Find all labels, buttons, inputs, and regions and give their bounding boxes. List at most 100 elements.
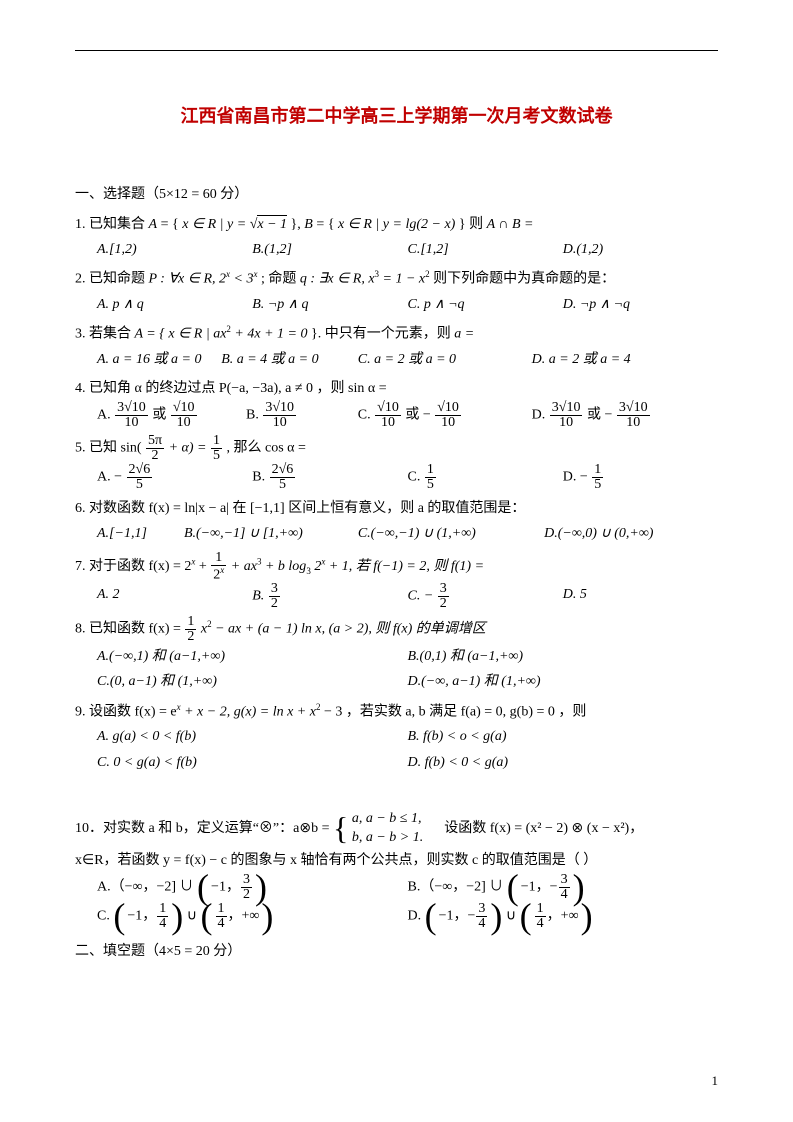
fraction: 34 xyxy=(559,873,570,902)
q10-stem-line1: 10．对实数 a 和 b，定义运算“⊗”：a⊗b = { a, a − b ≤ … xyxy=(75,809,718,848)
label: C. xyxy=(97,909,113,924)
question-10: 10．对实数 a 和 b，定义运算“⊗”：a⊗b = { a, a − b ≤ … xyxy=(75,809,718,931)
opt-a: A.[1,2) xyxy=(97,237,252,262)
sub: 3 xyxy=(306,565,311,575)
opt-a: A. p ∧ q xyxy=(97,292,252,317)
q7-options: A. 2 B. 32 C. − 32 D. 5 xyxy=(75,582,718,611)
page-number: 1 xyxy=(712,1069,719,1092)
num: 5π xyxy=(146,434,164,449)
q1-stem: 1. 已知集合 A = { x ∈ R | y = √x − 1 }, B = … xyxy=(75,212,718,237)
opt-d: D. ¬p ∧ ¬q xyxy=(563,292,718,317)
num: 1 xyxy=(157,902,168,917)
text: ; 命题 xyxy=(261,272,300,287)
num: 3 xyxy=(559,873,570,888)
radicand: x − 1 xyxy=(257,215,287,232)
text: −1，− xyxy=(521,880,558,895)
fraction: 32 xyxy=(269,582,280,611)
opt-d: D. a = 2 或 a = 4 xyxy=(532,347,718,372)
den: 2 xyxy=(438,597,449,611)
text: 2. 已知命题 xyxy=(75,272,149,287)
opt-b: B.(1,2] xyxy=(252,237,407,262)
den: 10 xyxy=(263,416,296,430)
text: }. 中只有一个元素，则 xyxy=(311,327,454,342)
expr: P : ∀x ∈ R, 2 xyxy=(149,272,227,287)
num: 1 xyxy=(425,463,436,478)
fraction: √1010 xyxy=(435,401,461,430)
opt-c: C. a = 2 或 a = 0 xyxy=(358,347,532,372)
fraction: 3√1010 xyxy=(115,401,148,430)
text: ，+∞ xyxy=(547,909,579,924)
opt-b: B. 32 xyxy=(252,582,407,611)
text: ，+∞ xyxy=(228,909,260,924)
label: A.（−∞，−2] ∪ xyxy=(97,880,197,895)
question-1: 1. 已知集合 A = { x ∈ R | y = √x − 1 }, B = … xyxy=(75,212,718,262)
sup: x xyxy=(253,269,257,279)
text: + ax xyxy=(231,559,257,574)
sup: x xyxy=(191,556,195,566)
opt-c: C.(0, a−1) 和 (1,+∞) xyxy=(97,669,408,694)
label: A. − xyxy=(97,470,126,485)
fraction: 5π2 xyxy=(146,434,164,463)
opt-c: C. p ∧ ¬q xyxy=(408,292,563,317)
cases: { a, a − b ≤ 1, b, a − b > 1. xyxy=(333,809,423,848)
text: − ax + (a − 1) ln x, (a > 2), 则 f(x) 的单调… xyxy=(215,622,486,637)
fraction: 12x xyxy=(211,551,226,583)
expr: B xyxy=(304,217,313,232)
expr: x ∈ R xyxy=(168,327,202,342)
opt-c: C. 0 < g(a) < f(b) xyxy=(97,750,408,775)
opt-a: A. a = 16 或 a = 0 xyxy=(97,347,221,372)
den: 4 xyxy=(535,917,546,931)
case-2: b, a − b > 1. xyxy=(352,828,423,848)
question-4: 4. 已知角 α 的终边过点 P(−a, −3a), a ≠ 0 ，则 sin … xyxy=(75,376,718,430)
expr: x ∈ R xyxy=(338,217,372,232)
text: } xyxy=(291,217,298,232)
num: 1 xyxy=(535,902,546,917)
question-9: 9. 设函数 f(x) = ex + x − 2, g(x) = ln x + … xyxy=(75,699,718,775)
num: √10 xyxy=(375,401,401,416)
num: 3 xyxy=(269,582,280,597)
header-rule xyxy=(75,50,718,51)
q8-options: A.(−∞,1) 和 (a−1,+∞) B.(0,1) 和 (a−1,+∞) C… xyxy=(75,644,718,694)
q2-options: A. p ∧ q B. ¬p ∧ q C. p ∧ ¬q D. ¬p ∧ ¬q xyxy=(75,292,718,317)
bar: | xyxy=(375,217,379,232)
opt-a: A. 3√1010 或 √1010 xyxy=(97,401,246,430)
fraction: √1010 xyxy=(375,401,401,430)
den: 10 xyxy=(550,416,583,430)
text: = { xyxy=(316,217,338,232)
num: 3√10 xyxy=(550,401,583,416)
opt-c: C.[1,2] xyxy=(408,237,563,262)
sup: 2 xyxy=(226,324,231,334)
expr: A ∩ B = xyxy=(487,217,534,232)
num: 3 xyxy=(241,873,252,888)
text: 5. 已知 sin( xyxy=(75,441,142,456)
text: − 3 ，若实数 a, b 满足 f(a) = 0, g(b) = 0 ，则 xyxy=(324,704,586,719)
text: −1， xyxy=(127,909,156,924)
den: 5 xyxy=(425,478,436,492)
q6-stem: 6. 对数函数 f(x) = ln|x − a| 在 [−1,1] 区间上恒有意… xyxy=(75,496,718,521)
label: C. − xyxy=(408,589,437,604)
den: 10 xyxy=(435,416,461,430)
den: 10 xyxy=(115,416,148,430)
opt-b: B. f(b) < o < g(a) xyxy=(408,724,719,749)
text: + α) = xyxy=(169,441,210,456)
text: + x − 2, g(x) = ln x + x xyxy=(184,704,316,719)
opt-d: D. 5 xyxy=(563,582,718,611)
fraction: 14 xyxy=(535,902,546,931)
q7-stem: 7. 对于函数 f(x) = 2x + 12x + ax3 + b log3 2… xyxy=(75,551,718,583)
expr: a = xyxy=(454,327,474,342)
text: 3. 若集合 xyxy=(75,327,135,342)
den: 4 xyxy=(476,917,487,931)
den: 2 xyxy=(185,630,196,644)
fraction: 15 xyxy=(211,434,222,463)
opt-c: C. 15 xyxy=(408,463,563,492)
text: 设函数 f(x) = (x² − 2) ⊗ (x − x²)， xyxy=(444,821,643,836)
sup: 3 xyxy=(375,269,380,279)
opt-b: B. a = 4 或 a = 0 xyxy=(221,347,358,372)
text: 则下列命题中为真命题的是： xyxy=(433,272,615,287)
text: + 1, 若 f(−1) = 2, 则 f(1) = xyxy=(329,559,484,574)
opt-b: B. 2√65 xyxy=(252,463,407,492)
q1-options: A.[1,2) B.(1,2] C.[1,2] D.(1,2) xyxy=(75,237,718,262)
label: B. xyxy=(252,470,268,485)
sup: x xyxy=(220,565,224,575)
q5-stem: 5. 已知 sin( 5π2 + α) = 15 , 那么 cos α = xyxy=(75,434,718,463)
